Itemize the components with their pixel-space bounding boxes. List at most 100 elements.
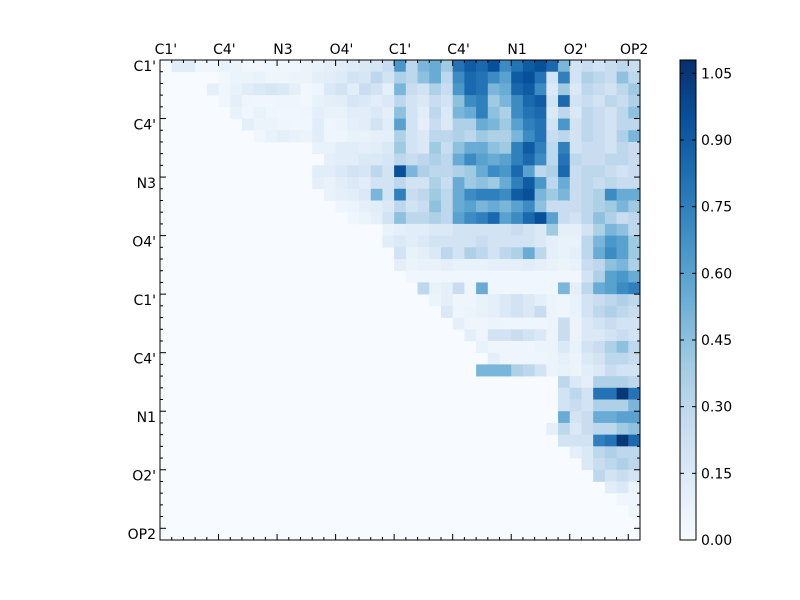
heatmap-cell [534, 177, 547, 190]
heatmap-cell [452, 106, 465, 119]
heatmap-cell [558, 95, 571, 108]
heatmap-cell [628, 352, 641, 365]
heatmap-cell [522, 317, 535, 330]
heatmap-cell [370, 118, 383, 131]
heatmap-cell [476, 329, 489, 342]
heatmap-cell [558, 282, 571, 295]
heatmap-cell [569, 235, 582, 248]
heatmap-cell [265, 130, 278, 143]
heatmap-cell [534, 130, 547, 143]
heatmap-cell [604, 329, 617, 342]
heatmap-cell [534, 212, 547, 225]
heatmap-cell [546, 106, 559, 119]
heatmap-cell [335, 177, 348, 190]
heatmap-cell [616, 188, 629, 201]
heatmap-cell [464, 95, 477, 108]
heatmap-cell [464, 317, 477, 330]
heatmap-cell [581, 83, 594, 96]
heatmap-cell [417, 106, 430, 119]
heatmap-cell [359, 130, 372, 143]
heatmap-cell [593, 399, 606, 412]
heatmap-cell [569, 223, 582, 236]
heatmap-cell [628, 317, 641, 330]
heatmap-cell [288, 118, 301, 131]
heatmap-cell [417, 200, 430, 213]
heatmap-cell [476, 188, 489, 201]
heatmap-cell [499, 71, 512, 84]
heatmap-cell [300, 106, 313, 119]
heatmap-cell [604, 235, 617, 248]
heatmap-cell [558, 200, 571, 213]
x-tick-label: O2' [564, 42, 588, 58]
heatmap-cell [534, 106, 547, 119]
heatmap-cell [604, 153, 617, 166]
heatmap-cell [394, 177, 407, 190]
heatmap-cell [499, 282, 512, 295]
heatmap-cell [417, 223, 430, 236]
heatmap-cell [522, 223, 535, 236]
heatmap-cell [359, 60, 372, 73]
heatmap-cell [546, 317, 559, 330]
heatmap-cell [452, 188, 465, 201]
heatmap-cell [394, 95, 407, 108]
heatmap-cell [581, 282, 594, 295]
heatmap-cell [452, 153, 465, 166]
heatmap-cell [546, 305, 559, 318]
heatmap-cell [265, 60, 278, 73]
colorbar-tick-label: 0.00 [701, 533, 732, 549]
heatmap-cell [230, 95, 243, 108]
heatmap-cell [394, 259, 407, 272]
heatmap-cell [581, 212, 594, 225]
heatmap-cell [616, 329, 629, 342]
colorbar-tick-label: 0.45 [701, 333, 732, 349]
heatmap-cell [522, 212, 535, 225]
heatmap-cell [241, 118, 255, 131]
colorbar-tick-label: 0.60 [701, 266, 732, 282]
heatmap-cell [604, 446, 617, 459]
heatmap-cell [628, 259, 641, 272]
heatmap-cell [370, 153, 383, 166]
heatmap-cell [628, 130, 641, 143]
heatmap-cell [628, 434, 641, 447]
y-tick-label: C1' [133, 293, 156, 309]
heatmap-cell [417, 259, 430, 272]
heatmap-cell [616, 71, 629, 84]
heatmap-cell [499, 364, 512, 377]
heatmap-cell [581, 446, 594, 459]
heatmap-cell [487, 294, 500, 307]
heatmap-cell [440, 141, 454, 155]
heatmap-cell [335, 188, 348, 201]
heatmap-cell [230, 71, 243, 84]
heatmap-cell [464, 212, 477, 225]
heatmap-cell [429, 130, 442, 143]
heatmap-cell [476, 340, 489, 354]
heatmap-cell [616, 106, 629, 119]
heatmap-cell [593, 458, 606, 471]
heatmap-cell [546, 188, 559, 201]
heatmap-cell [476, 317, 489, 330]
heatmap-cell [440, 106, 454, 119]
heatmap-cell [628, 481, 641, 494]
heatmap-cell [499, 223, 512, 236]
heatmap-cell [394, 106, 407, 119]
heatmap-cell [347, 83, 360, 96]
heatmap-cell [499, 259, 512, 272]
heatmap-cell [581, 71, 594, 84]
heatmap-cell [581, 235, 594, 248]
heatmap-cell [288, 130, 301, 143]
heatmap-cell [616, 387, 629, 400]
heatmap-cell [253, 83, 266, 96]
heatmap-cell [382, 118, 395, 131]
heatmap-cell [604, 294, 617, 307]
heatmap-cell [499, 305, 512, 318]
heatmap-cell [558, 387, 571, 400]
heatmap-cell [440, 294, 454, 307]
heatmap-cell [394, 71, 407, 84]
heatmap-cell [300, 83, 313, 96]
heatmap-cell [323, 83, 336, 96]
heatmap-cell [464, 200, 477, 213]
heatmap-cell [405, 153, 418, 166]
heatmap-cell [323, 153, 336, 166]
heatmap-cell [241, 60, 255, 73]
